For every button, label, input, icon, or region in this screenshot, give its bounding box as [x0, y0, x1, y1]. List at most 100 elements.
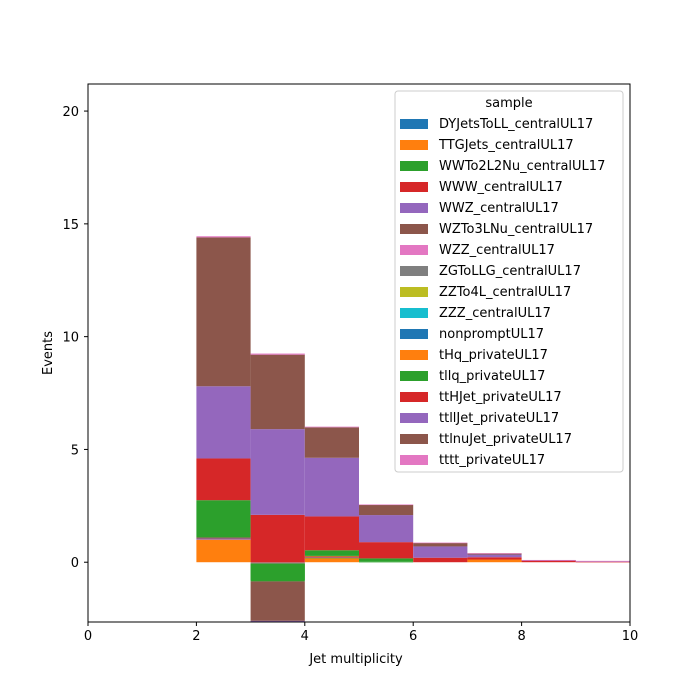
legend-label-WWTo2L2Nu_centralUL17: WWTo2L2Nu_centralUL17 — [439, 159, 605, 174]
bar-segment-TTGJets_centralUL17-bin-7 — [467, 559, 522, 563]
legend-label-TTGJets_centralUL17: TTGJets_centralUL17 — [438, 138, 574, 153]
legend-title: sample — [485, 96, 532, 111]
bar-segment-TTGJets_centralUL17-bin-2 — [196, 539, 251, 563]
legend-swatch-WZTo3LNu_centralUL17 — [400, 224, 428, 234]
negative-bar-segment-1 — [250, 581, 305, 621]
bar-segment-TTGJets_centralUL17-bin-4 — [304, 558, 359, 563]
legend-label-WZTo3LNu_centralUL17: WZTo3LNu_centralUL17 — [439, 222, 593, 237]
x-axis-label: Jet multiplicity — [308, 652, 403, 667]
legend-swatch-ZGToLLG_centralUL17 — [400, 266, 428, 276]
legend: sample DYJetsToLL_centralUL17 TTGJets_cent… — [394, 90, 624, 473]
bar-segment-ttHJet_privateUL17-bin-3 — [250, 514, 305, 563]
y-tick-label-10: 10 — [62, 331, 79, 346]
legend-label-ttllJet_privateUL17: ttllJet_privateUL17 — [439, 411, 559, 426]
y-axis: 0 5 10 15 20 — [62, 105, 88, 571]
legend-label-ttlnuJet_privateUL17: ttlnuJet_privateUL17 — [439, 432, 572, 447]
legend-swatch-ttllJet_privateUL17 — [400, 413, 428, 423]
legend-label-tHq_privateUL17: tHq_privateUL17 — [439, 348, 548, 363]
bar-segment-ttHJet_privateUL17-bin-8 — [521, 560, 576, 563]
x-tick-label-8: 8 — [517, 629, 525, 644]
bar-segment-ttHJet_privateUL17-bin-7 — [467, 557, 522, 560]
bar-segment-tttt_privateUL17-bin-7 — [467, 553, 522, 554]
bar-segment-ttlnuJet_privateUL17-bin-6 — [413, 543, 468, 547]
legend-label-WZZ_centralUL17: WZZ_centralUL17 — [439, 243, 555, 258]
negative-bar-segment-0 — [250, 563, 305, 581]
bar-segment-tttt_privateUL17-bin-3 — [250, 353, 305, 355]
legend-label-ZGToLLG_centralUL17: ZGToLLG_centralUL17 — [439, 264, 581, 279]
bar-segment-tttt_privateUL17-bin-8 — [521, 559, 576, 561]
bar-segment-WZTo3LNu_centralUL17-bin-2 — [196, 537, 251, 539]
bar-segment-tllq_privateUL17-bin-2 — [196, 500, 251, 538]
bar-segment-WWW_centralUL17-bin-4 — [304, 557, 359, 558]
x-tick-label-6: 6 — [409, 629, 417, 644]
legend-label-ZZTo4L_centralUL17: ZZTo4L_centralUL17 — [439, 285, 571, 300]
y-tick-label-5: 5 — [71, 443, 79, 458]
legend-swatch-WWW_centralUL17 — [400, 182, 428, 192]
legend-swatch-WZZ_centralUL17 — [400, 245, 428, 255]
bar-segment-ttHJet_privateUL17-bin-2 — [196, 458, 251, 501]
bar-segment-tttt_privateUL17-bin-2 — [196, 236, 251, 238]
y-tick-label-20: 20 — [62, 105, 79, 120]
legend-label-ttHJet_privateUL17: ttHJet_privateUL17 — [439, 390, 562, 405]
y-axis-label: Events — [41, 331, 56, 375]
legend-label-nonpromptUL17: nonpromptUL17 — [439, 327, 544, 342]
legend-swatch-ttlnuJet_privateUL17 — [400, 434, 428, 444]
bar-segment-tttt_privateUL17-bin-4 — [304, 426, 359, 428]
bars-group — [196, 236, 630, 622]
legend-swatch-nonpromptUL17 — [400, 329, 428, 339]
legend-swatch-WWTo2L2Nu_centralUL17 — [400, 161, 428, 171]
bar-segment-WWZ_centralUL17-bin-2 — [196, 538, 251, 540]
legend-swatch-tHq_privateUL17 — [400, 350, 428, 360]
bar-segment-ttlnuJet_privateUL17-bin-5 — [359, 504, 414, 516]
bar-segment-WZTo3LNu_centralUL17-bin-4 — [304, 556, 359, 557]
legend-swatch-WWZ_centralUL17 — [400, 203, 428, 213]
bar-segment-ttHJet_privateUL17-bin-5 — [359, 542, 414, 559]
legend-swatch-tttt_privateUL17 — [400, 455, 428, 465]
bar-segment-ttllJet_privateUL17-bin-6 — [413, 546, 468, 558]
bar-segment-ttHJet_privateUL17-bin-9 — [575, 561, 630, 563]
legend-swatch-ZZTo4L_centralUL17 — [400, 287, 428, 297]
legend-swatch-ZZZ_centralUL17 — [400, 308, 428, 318]
bar-segment-WZTo3LNu_centralUL17-bin-3 — [250, 562, 305, 563]
x-tick-label-2: 2 — [192, 629, 200, 644]
x-tick-label-10: 10 — [622, 629, 639, 644]
bar-segment-ttlnuJet_privateUL17-bin-3 — [250, 354, 305, 430]
y-tick-label-0: 0 — [71, 556, 79, 571]
plot-frame — [87, 83, 631, 623]
legend-swatch-DYJetsToLL_centralUL17 — [400, 119, 428, 129]
legend-label-ZZZ_centralUL17: ZZZ_centralUL17 — [439, 306, 551, 321]
bar-segment-ttlnuJet_privateUL17-bin-4 — [304, 427, 359, 458]
legend-label-WWZ_centralUL17: WWZ_centralUL17 — [439, 201, 559, 216]
x-tick-label-0: 0 — [84, 629, 92, 644]
bar-segment-ttllJet_privateUL17-bin-7 — [467, 554, 522, 558]
legend-swatch-ttHJet_privateUL17 — [400, 392, 428, 402]
bar-segment-tttt_privateUL17-bin-5 — [359, 504, 414, 506]
legend-box — [394, 90, 624, 473]
bar-segment-tttt_privateUL17-bin-6 — [413, 542, 468, 544]
bar-segment-WWZ_centralUL17-bin-4 — [304, 556, 359, 558]
bar-segment-ttllJet_privateUL17-bin-3 — [250, 429, 305, 515]
x-tick-label-4: 4 — [301, 629, 309, 644]
bar-segment-tllq_privateUL17-bin-4 — [304, 550, 359, 556]
bar-segment-tllq_privateUL17-bin-5 — [359, 558, 414, 562]
legend-label-DYJetsToLL_centralUL17: DYJetsToLL_centralUL17 — [439, 117, 593, 132]
bar-segment-WWTo2L2Nu_centralUL17-bin-5 — [359, 561, 414, 563]
bar-segment-ttlnuJet_privateUL17-bin-7 — [467, 553, 522, 555]
bar-segment-WWTo2L2Nu_centralUL17-bin-4 — [304, 557, 359, 559]
bar-segment-ttlnuJet_privateUL17-bin-2 — [196, 237, 251, 387]
legend-label-tttt_privateUL17: tttt_privateUL17 — [439, 453, 545, 468]
legend-swatch-tllq_privateUL17 — [400, 371, 428, 381]
bar-segment-tHq_privateUL17-bin-4 — [304, 555, 359, 557]
bar-segment-ttllJet_privateUL17-bin-5 — [359, 515, 414, 543]
bar-segment-WZZ_centralUL17-bin-3 — [250, 562, 305, 564]
bar-segment-ttHJet_privateUL17-bin-6 — [413, 557, 468, 563]
legend-label-WWW_centralUL17: WWW_centralUL17 — [439, 180, 563, 195]
negative-bar-segment-2 — [250, 620, 305, 622]
bar-segment-tttt_privateUL17-bin-9 — [575, 560, 630, 562]
bar-segment-ttHJet_privateUL17-bin-4 — [304, 516, 359, 551]
bar-segment-ttllJet_privateUL17-bin-2 — [196, 386, 251, 459]
legend-label-tllq_privateUL17: tllq_privateUL17 — [439, 369, 545, 384]
y-tick-label-15: 15 — [62, 218, 79, 233]
x-axis: 0 2 4 6 8 10 — [84, 622, 638, 644]
